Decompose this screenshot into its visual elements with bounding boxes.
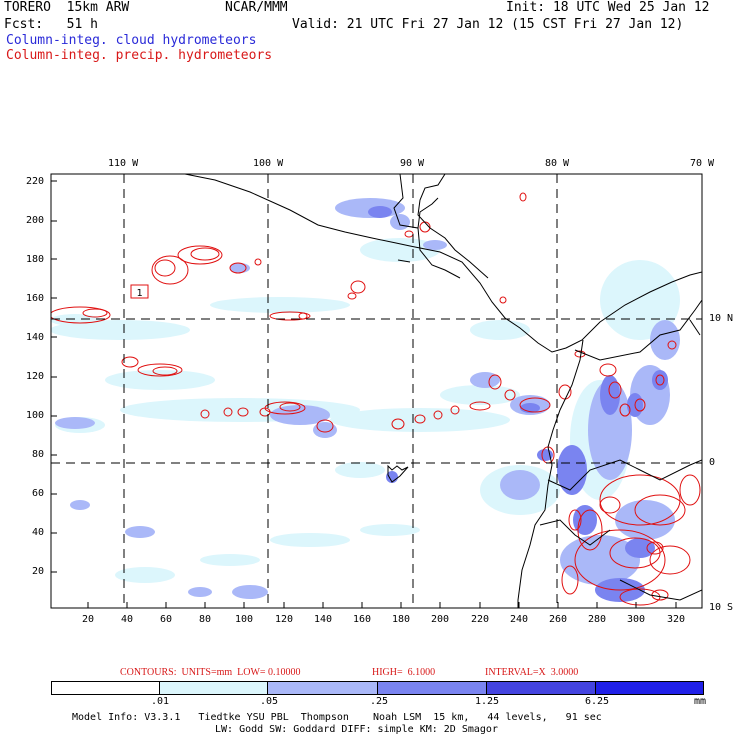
colorbar-cell bbox=[52, 682, 160, 694]
colorbar-cell bbox=[595, 682, 703, 694]
x-label: 260 bbox=[549, 614, 568, 625]
y-label: 60 bbox=[32, 488, 45, 499]
lon-label-70w: 70 W bbox=[690, 158, 715, 169]
legend-cloud: Column-integ. cloud hydrometeors bbox=[6, 33, 257, 48]
x-label: 220 bbox=[471, 614, 490, 625]
x-label: 300 bbox=[627, 614, 646, 625]
x-label: 160 bbox=[353, 614, 372, 625]
y-label: 100 bbox=[26, 410, 45, 421]
legend-precip: Column-integ. precip. hydrometeors bbox=[6, 48, 273, 63]
contour-units: CONTOURS: UNITS=mm LOW= 0.10000 bbox=[120, 667, 301, 678]
colorbar-cell bbox=[268, 682, 378, 694]
colorbar-units: mm bbox=[694, 696, 707, 707]
organization: NCAR/MMM bbox=[225, 0, 288, 15]
x-label: 120 bbox=[275, 614, 294, 625]
y-label: 80 bbox=[32, 449, 45, 460]
y-label: 140 bbox=[26, 332, 45, 343]
model-info-line1: Model Info: V3.3.1 Tiedtke YSU PBL Thomp… bbox=[72, 712, 602, 723]
valid-time: Valid: 21 UTC Fri 27 Jan 12 (15 CST Fri … bbox=[292, 17, 684, 32]
colorbar-cell bbox=[487, 682, 596, 694]
contour-interval: INTERVAL=X 3.0000 bbox=[485, 667, 579, 678]
x-label: 200 bbox=[431, 614, 450, 625]
y-label: 220 bbox=[26, 176, 45, 187]
y-label: 120 bbox=[26, 371, 45, 382]
y-label: 180 bbox=[26, 254, 45, 265]
lat-label-0: 0 bbox=[709, 457, 716, 468]
x-label: 280 bbox=[588, 614, 607, 625]
lat-label-10n: 10 N bbox=[709, 313, 734, 324]
lat-label-10s: 10 S bbox=[709, 602, 734, 613]
x-label: 140 bbox=[314, 614, 333, 625]
x-label: 80 bbox=[199, 614, 212, 625]
x-label: 100 bbox=[235, 614, 254, 625]
x-label: 180 bbox=[392, 614, 411, 625]
y-label: 20 bbox=[32, 566, 45, 577]
model-info-line2: LW: Godd SW: Goddard DIFF: simple KM: 2D… bbox=[215, 724, 498, 735]
colorbar-label: 6.25 bbox=[585, 696, 610, 707]
colorbar-label: .25 bbox=[370, 696, 389, 707]
colorbar-label: .01 bbox=[151, 696, 170, 707]
y-label: 200 bbox=[26, 215, 45, 226]
contour-label: 1 bbox=[136, 288, 142, 299]
colorbar-label: 1.25 bbox=[475, 696, 500, 707]
colorbar-cell bbox=[377, 682, 487, 694]
contour-high: HIGH= 6.1000 bbox=[372, 667, 436, 678]
lon-label-90w: 90 W bbox=[400, 158, 425, 169]
coastlines bbox=[184, 174, 702, 608]
colorbar bbox=[51, 681, 704, 695]
colorbar-label: .05 bbox=[260, 696, 279, 707]
forecast-hour: Fcst: 51 h bbox=[4, 17, 98, 32]
contour-label-box bbox=[130, 284, 149, 299]
colorbar-cell bbox=[159, 682, 268, 694]
x-label: 320 bbox=[667, 614, 686, 625]
axis-ticks bbox=[51, 180, 677, 608]
x-label: 60 bbox=[160, 614, 173, 625]
model-title: TORERO 15km ARW bbox=[4, 0, 130, 15]
map-frame bbox=[50, 173, 703, 609]
x-label: 240 bbox=[510, 614, 529, 625]
y-label: 40 bbox=[32, 527, 45, 538]
lon-label-110w: 110 W bbox=[108, 158, 139, 169]
precip-contours bbox=[51, 192, 701, 606]
y-label: 160 bbox=[26, 293, 45, 304]
init-time: Init: 18 UTC Wed 25 Jan 12 bbox=[506, 0, 710, 15]
x-label: 40 bbox=[121, 614, 134, 625]
lon-label-100w: 100 W bbox=[253, 158, 284, 169]
graticule bbox=[51, 174, 702, 608]
lon-label-80w: 80 W bbox=[545, 158, 570, 169]
x-label: 20 bbox=[82, 614, 95, 625]
